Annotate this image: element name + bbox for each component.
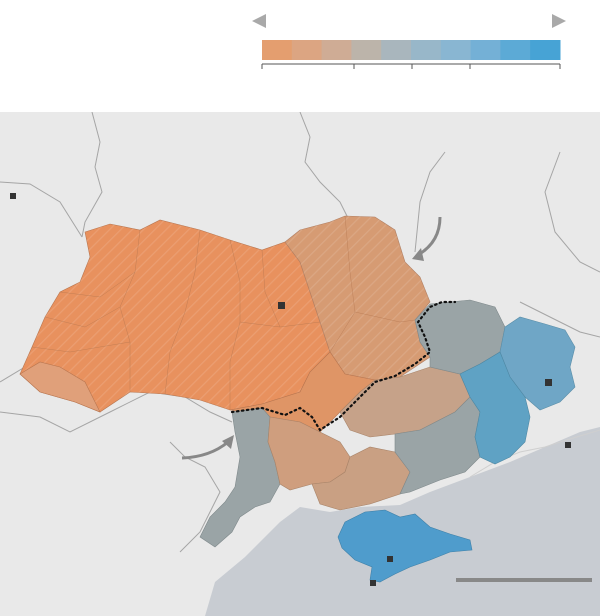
scale-swatch: [262, 40, 293, 60]
curved-arrow-icon: [181, 435, 234, 460]
curved-arrow-icon: [412, 216, 442, 261]
legend-header: [0, 0, 600, 112]
city-marker-icon: [278, 302, 285, 309]
scale-swatch: [530, 40, 561, 60]
region-west-hatch: [20, 220, 330, 412]
division-line: [230, 300, 457, 432]
city-marker-icon: [10, 193, 16, 199]
color-scale-legend: [252, 14, 566, 69]
ukraine-map: [0, 112, 600, 616]
scale-swatch: [411, 40, 442, 60]
scale-swatch: [440, 40, 472, 60]
right-arrow-icon: [552, 14, 566, 28]
region-north-east-hatch: [285, 216, 430, 380]
scale-swatch: [381, 40, 412, 60]
left-arrow-icon: [252, 14, 266, 28]
region-donetsk: [459, 351, 531, 465]
city-marker-icon: [370, 580, 376, 586]
sea-of-azov-shore: [469, 429, 600, 478]
scale-swatch: [321, 40, 352, 60]
color-scale-bar: [262, 40, 561, 60]
city-marker-icon: [565, 442, 571, 448]
city-marker-icon: [387, 556, 393, 562]
region-crimea: [337, 509, 473, 583]
scale-swatch: [500, 40, 531, 60]
color-scale-ticks: [261, 63, 561, 69]
oblast-boundaries: [31, 215, 416, 410]
neighbour-borders: [0, 112, 600, 553]
region-zaporizhzhia: [394, 396, 481, 495]
scale-swatch: [291, 40, 323, 60]
region-zakarpattia: [19, 361, 101, 413]
scale-swatch: [351, 40, 382, 60]
scale-swatch: [470, 40, 501, 60]
city-marker-icon: [545, 379, 552, 386]
